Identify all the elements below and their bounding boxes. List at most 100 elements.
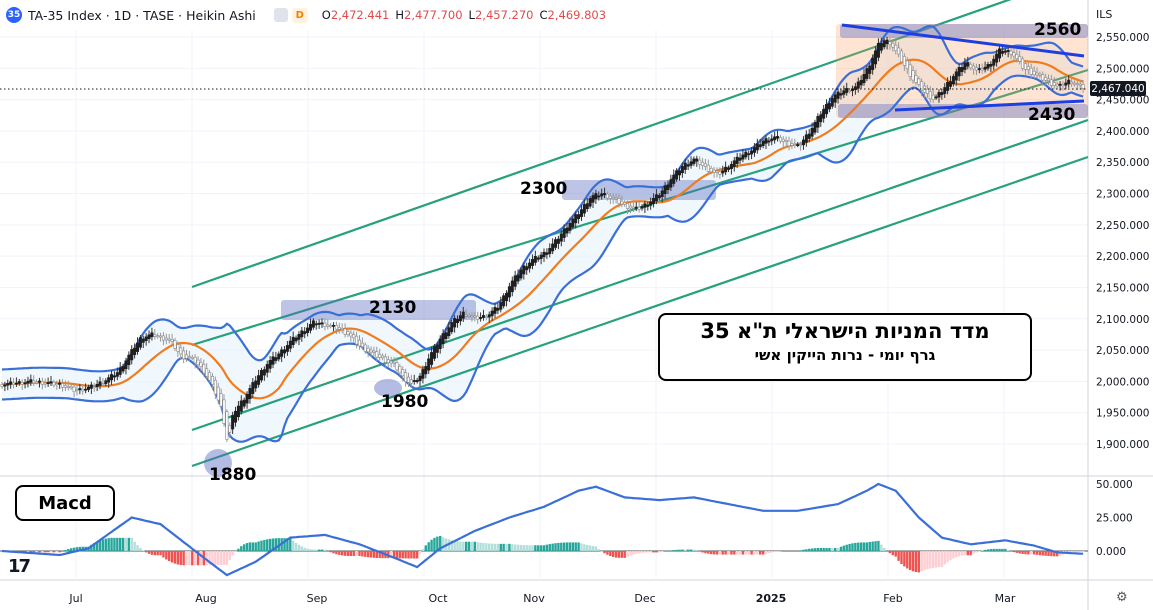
macd-histogram-bar (205, 551, 208, 566)
macd-histogram-bar (735, 551, 739, 555)
macd-tick-label: 25.000 (1096, 513, 1133, 525)
symbol-badge[interactable]: 35 (6, 7, 22, 23)
gear-icon[interactable]: ⚙ (1116, 590, 1128, 605)
candle (104, 380, 108, 384)
candle (107, 377, 111, 383)
candle (539, 254, 543, 259)
macd-histogram-bar (144, 551, 148, 553)
candle (199, 362, 203, 367)
candle (182, 350, 186, 360)
macd-histogram-bar (459, 541, 462, 551)
macd-histogram-bar (72, 547, 76, 551)
candle (58, 382, 62, 385)
candle (992, 58, 996, 66)
candle (908, 64, 912, 77)
currency-label[interactable]: ILS (1096, 8, 1113, 21)
candle (605, 193, 609, 199)
candle (902, 56, 906, 66)
candle (484, 316, 488, 319)
macd-histogram-bar (358, 551, 361, 557)
candle (1044, 77, 1048, 81)
macd-histogram-bar (865, 542, 869, 551)
macd-histogram-bar (147, 551, 151, 554)
candle (173, 340, 177, 349)
candle (487, 314, 491, 318)
candle (26, 380, 30, 384)
candle (744, 151, 748, 158)
candle (147, 334, 151, 340)
macd-histogram-bar (995, 548, 998, 551)
candle (502, 295, 506, 307)
candle (816, 116, 820, 128)
candle (179, 347, 183, 355)
candle (196, 359, 200, 366)
candle (894, 44, 898, 51)
macd-histogram-bar (219, 551, 223, 565)
macd-histogram-bar (173, 551, 177, 564)
macd-histogram-bar (1021, 551, 1024, 554)
candle (571, 218, 575, 228)
macd-histogram-bar (799, 550, 802, 551)
candle (274, 357, 278, 361)
candle (721, 170, 725, 174)
candle (660, 190, 664, 197)
macd-histogram-bar (1053, 551, 1056, 557)
d-badge[interactable]: D (291, 7, 308, 23)
macd-histogram-bar (998, 548, 1001, 551)
macd-histogram-bar (597, 549, 600, 551)
candle (634, 206, 638, 209)
legend-controls[interactable] (273, 8, 288, 22)
candle (306, 327, 310, 333)
macd-histogram-bar (635, 551, 638, 554)
macd-histogram-bar (868, 541, 871, 551)
macd-histogram-bar (217, 551, 220, 565)
macd-histogram-bar (338, 551, 341, 555)
candle (709, 168, 713, 173)
candle (974, 67, 978, 71)
eye-icon[interactable] (273, 8, 288, 22)
macd-histogram-bar (162, 551, 165, 558)
candle (225, 411, 229, 440)
candle (213, 379, 217, 395)
macd-histogram-bar (943, 551, 946, 565)
candle (231, 415, 235, 430)
candle (294, 337, 298, 342)
tradingview-logo[interactable]: 17 (8, 556, 31, 577)
macd-histogram-bar (185, 551, 188, 566)
candle (712, 169, 716, 173)
macd-histogram-bar (983, 549, 987, 551)
macd-histogram-bar (698, 551, 701, 552)
candle (960, 67, 964, 72)
candle (285, 345, 289, 352)
macd-histogram-bar (882, 547, 886, 551)
macd-histogram-bar (609, 551, 612, 557)
candle (574, 214, 578, 224)
macd-histogram-bar (306, 548, 309, 551)
candle (577, 214, 581, 220)
candle (52, 381, 56, 386)
candle (525, 266, 529, 271)
macd-histogram-bar (738, 551, 742, 555)
candle (1026, 66, 1030, 71)
price-tick-label: 2,350.000 (1096, 157, 1149, 169)
macd-histogram-bar (658, 551, 661, 553)
candle (1003, 50, 1007, 53)
candle (202, 364, 206, 374)
macd-histogram-bar (805, 549, 808, 551)
macd-histogram-bar (522, 545, 526, 551)
macd-histogram-bar (724, 551, 727, 555)
candle (600, 193, 604, 197)
macd-histogram-bar (499, 543, 502, 551)
macd-histogram-bar (142, 550, 145, 551)
chart-title[interactable]: TA-35 Index · 1D · TASE · Heikin Ashi (28, 7, 256, 23)
candle (513, 275, 517, 287)
candle (118, 367, 122, 375)
candle (545, 252, 549, 255)
macd-histogram-bar (701, 551, 704, 553)
candle (239, 400, 243, 412)
macd-histogram-bar (199, 551, 203, 566)
macd-histogram-bar (681, 549, 684, 551)
candle (830, 97, 834, 107)
macd-histogram-bar (364, 551, 367, 557)
